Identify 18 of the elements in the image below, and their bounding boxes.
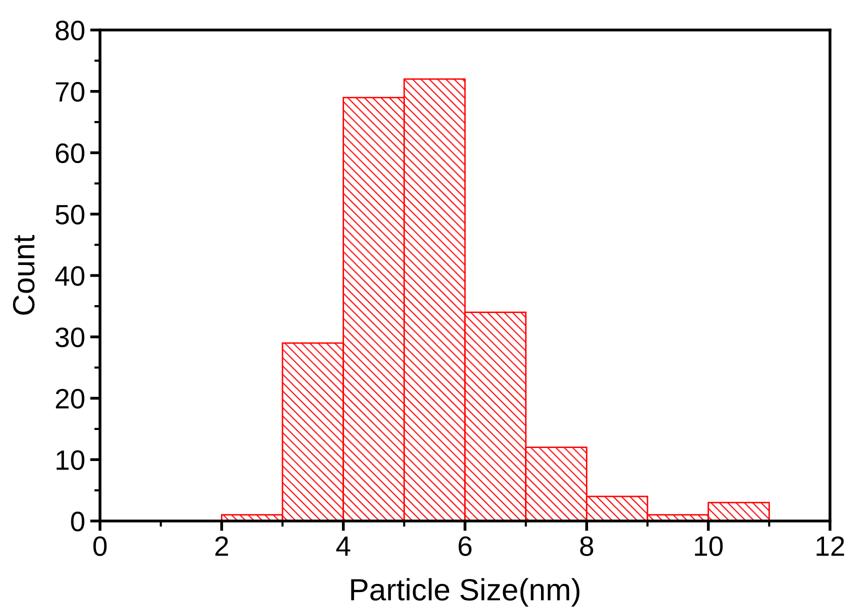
y-axis-title: Count [12, 234, 35, 315]
y-tick-label: 40 [55, 266, 84, 286]
y-tick-label: 30 [56, 328, 84, 348]
x-tick-label: 0 [93, 536, 107, 556]
y-tick-label: 0 [71, 512, 84, 532]
y-tick-label: 10 [56, 450, 84, 470]
x-axis-title: Particle Size(nm) [351, 578, 580, 607]
x-tick-label: 2 [215, 536, 228, 556]
y-tick-label: 70 [56, 82, 84, 102]
x-tick-label: 8 [580, 536, 594, 556]
x-tick-label: 12 [816, 536, 844, 556]
y-tick-label: 20 [56, 388, 84, 409]
y-tick-label: 80 [56, 20, 84, 40]
x-tick-label: 4 [336, 536, 350, 556]
x-tick-label: 6 [458, 536, 472, 556]
y-tick-label: 50 [56, 204, 84, 224]
y-tick-label: 60 [56, 143, 84, 164]
x-tick-label: 10 [695, 536, 723, 556]
